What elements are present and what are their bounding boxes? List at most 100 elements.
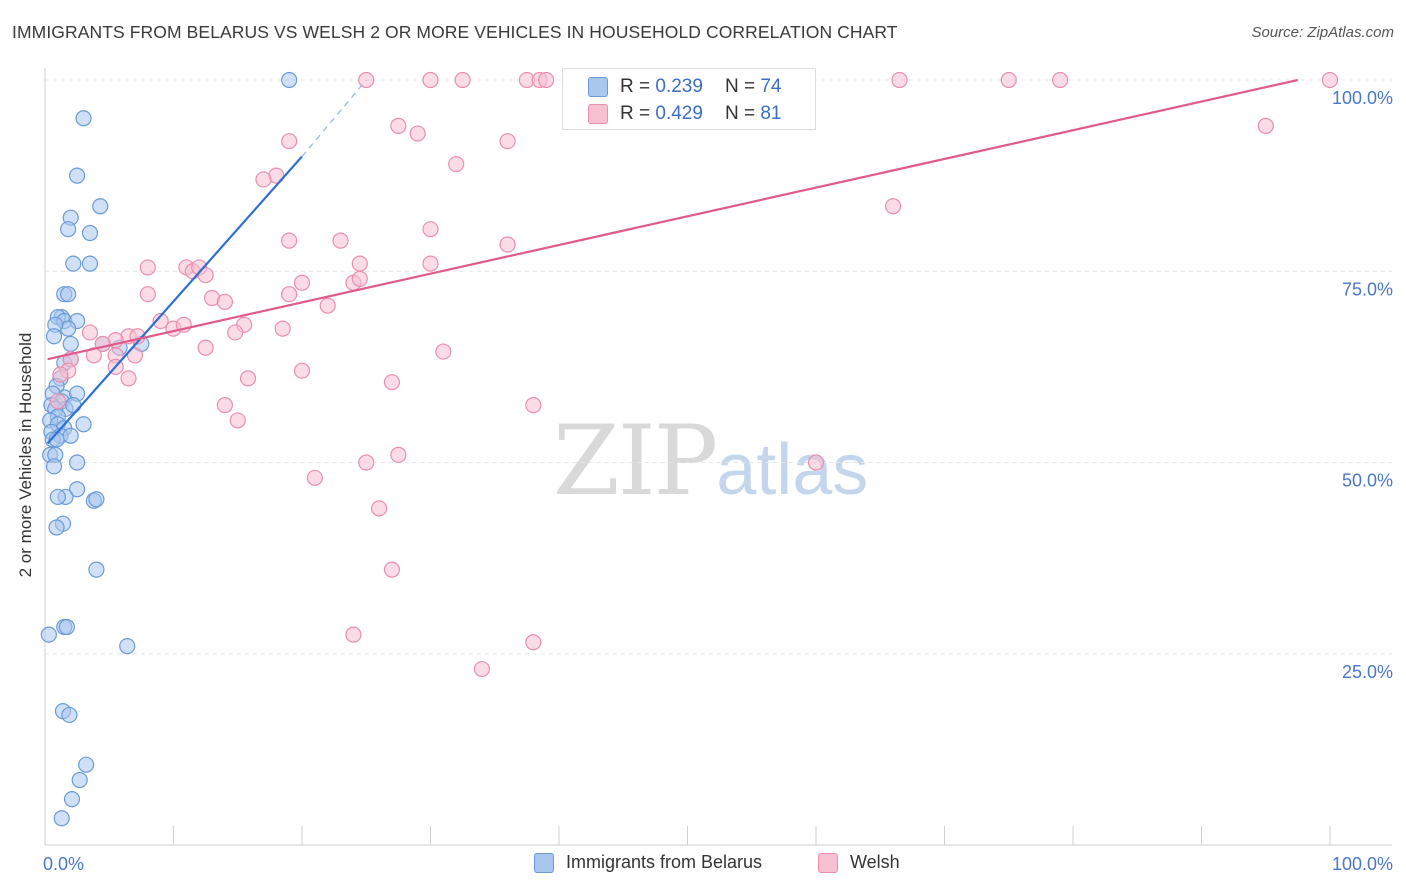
welsh-point xyxy=(409,125,426,142)
trend-lines xyxy=(46,78,1299,445)
legend-swatch-welsh xyxy=(588,104,608,124)
legend-swatch-welsh xyxy=(818,852,838,873)
watermark-atlas: atlas xyxy=(716,430,869,510)
welsh-point xyxy=(358,454,375,471)
belarus-point xyxy=(75,416,92,433)
welsh-point xyxy=(422,71,439,89)
welsh-point xyxy=(1052,71,1069,89)
welsh-point xyxy=(293,362,311,379)
welsh-point xyxy=(81,324,99,341)
watermark: ZIPatlas xyxy=(553,405,868,517)
watermark-zip: ZIP xyxy=(553,405,718,517)
welsh-point xyxy=(120,370,137,387)
belarus-point xyxy=(45,328,63,345)
belarus-point xyxy=(53,810,70,827)
axes xyxy=(44,68,1392,846)
chart-title: IMMIGRANTS FROM BELARUS VS WELSH 2 OR MO… xyxy=(12,22,898,42)
data-points xyxy=(40,71,1339,827)
welsh-point xyxy=(383,374,401,391)
belarus-point xyxy=(81,224,99,242)
n-value: 81 xyxy=(760,103,782,124)
welsh-point xyxy=(281,232,298,249)
welsh-point xyxy=(152,312,169,330)
belarus-point xyxy=(71,771,88,789)
belarus-point xyxy=(81,255,99,272)
welsh-point xyxy=(371,500,388,517)
belarus-point xyxy=(48,519,65,536)
welsh-point xyxy=(454,71,471,89)
welsh-point xyxy=(448,156,465,173)
belarus-point xyxy=(88,491,105,508)
correlation-legend: R = 0.239 N = 74 R = 0.429 N = 81 xyxy=(562,68,816,130)
welsh-point xyxy=(52,366,69,383)
belarus-point xyxy=(69,454,86,471)
welsh-point xyxy=(281,133,298,150)
welsh-point xyxy=(525,634,542,651)
belarus-point xyxy=(119,637,136,655)
welsh-point xyxy=(1000,71,1017,89)
x-tick-label: 100.0% xyxy=(1332,854,1393,874)
belarus-point xyxy=(69,481,86,498)
belarus-point xyxy=(78,756,95,773)
welsh-point xyxy=(390,117,407,135)
r-value: 0.239 xyxy=(655,76,703,97)
series-legend: Immigrants from Belarus Welsh xyxy=(0,852,1406,878)
welsh-point xyxy=(538,71,555,89)
belarus-trend-line xyxy=(46,155,303,445)
welsh-point xyxy=(293,274,311,291)
welsh-point xyxy=(345,626,362,643)
welsh-point xyxy=(306,469,323,486)
legend-swatch-belarus xyxy=(588,77,608,97)
legend-item-belarus[interactable]: Immigrants from Belarus xyxy=(534,852,762,873)
belarus-point xyxy=(58,618,75,636)
welsh-point xyxy=(383,561,401,578)
welsh-point xyxy=(884,198,902,215)
belarus-trend-extension xyxy=(301,79,367,157)
n-value: 74 xyxy=(760,76,782,97)
welsh-point xyxy=(239,370,257,387)
welsh-point xyxy=(274,320,291,337)
welsh-point xyxy=(139,286,156,303)
legend-swatch-belarus xyxy=(534,852,554,873)
welsh-point xyxy=(255,171,272,188)
belarus-point xyxy=(92,198,109,215)
welsh-point xyxy=(216,397,233,414)
welsh-point xyxy=(351,270,368,287)
welsh-point xyxy=(422,221,439,238)
welsh-point xyxy=(473,660,490,678)
n-label: N = xyxy=(724,76,756,97)
welsh-point xyxy=(525,397,542,414)
r-value: 0.429 xyxy=(655,103,703,124)
legend-item-welsh[interactable]: Welsh xyxy=(818,852,900,873)
welsh-point xyxy=(126,347,144,364)
belarus-point xyxy=(61,706,78,724)
legend-label-welsh: Welsh xyxy=(850,852,900,872)
belarus-point xyxy=(40,626,57,643)
belarus-point xyxy=(75,110,92,127)
welsh-point xyxy=(891,71,908,89)
y-tick-label: 100.0% xyxy=(1332,88,1393,108)
welsh-point xyxy=(390,446,407,463)
welsh-point xyxy=(49,393,66,410)
y-tick-label: 25.0% xyxy=(1342,662,1393,682)
r-label: R = xyxy=(620,103,651,124)
welsh-point xyxy=(319,297,336,314)
belarus-point xyxy=(281,71,298,89)
belarus-point xyxy=(69,167,86,184)
welsh-point xyxy=(281,286,298,303)
x-tick-label: 0.0% xyxy=(43,854,84,874)
welsh-point xyxy=(227,324,244,341)
welsh-point xyxy=(332,232,349,249)
r-label: R = xyxy=(620,76,651,97)
belarus-point xyxy=(63,790,81,808)
welsh-point xyxy=(499,133,516,150)
welsh-point xyxy=(197,339,214,356)
welsh-point xyxy=(435,343,452,360)
belarus-point xyxy=(62,335,79,353)
tick-labels: 25.0% 50.0% 75.0% 100.0% 0.0% 100.0% xyxy=(43,88,1393,874)
welsh-point xyxy=(499,236,516,253)
source-label: Source: ZipAtlas.com xyxy=(1251,24,1394,41)
legend-row-belarus: R = 0.239 N = 74 xyxy=(563,75,817,99)
welsh-point xyxy=(351,255,368,272)
